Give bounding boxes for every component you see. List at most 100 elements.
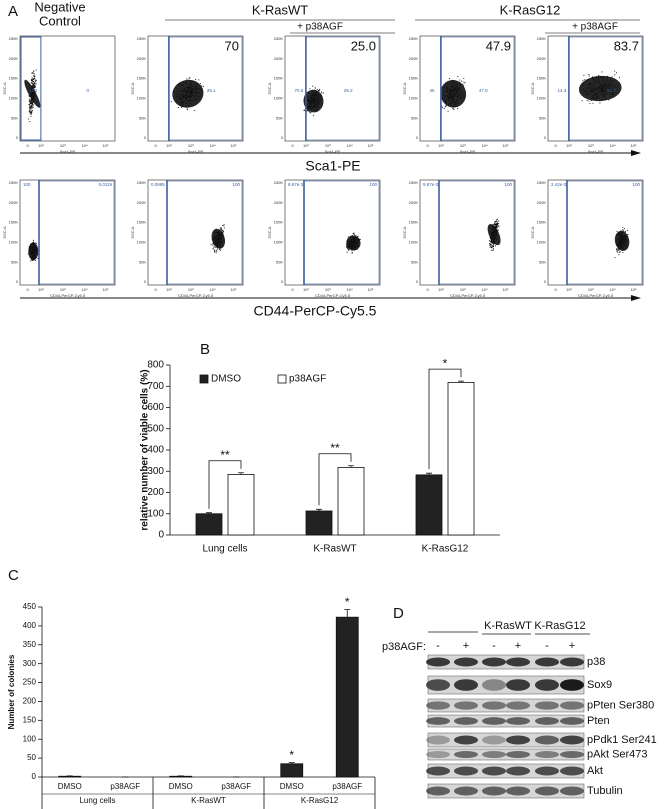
blot-band bbox=[482, 679, 506, 691]
blot-band bbox=[482, 787, 506, 796]
cytometry-dot bbox=[214, 251, 215, 252]
gate-percent: 70 bbox=[225, 38, 239, 53]
cytometry-dot bbox=[599, 102, 600, 103]
cytometry-dot bbox=[588, 101, 589, 102]
y-axis-label: SSC-A bbox=[130, 226, 135, 239]
blot-strip: Tubulin bbox=[426, 784, 623, 798]
gate-label: 0.0995 bbox=[151, 182, 165, 187]
cytometry-dot bbox=[321, 91, 322, 92]
cytometry-dot bbox=[493, 248, 494, 249]
cytometry-dot bbox=[321, 93, 322, 94]
blot-strip: Akt bbox=[426, 764, 603, 778]
blot-band bbox=[426, 658, 450, 667]
y-tick-label: 0 bbox=[16, 279, 19, 284]
cytometry-dot bbox=[353, 233, 354, 234]
blot-strip: p38 bbox=[426, 655, 605, 669]
y-tick-label: 450 bbox=[23, 602, 37, 611]
y-tick-label: 350 bbox=[23, 640, 37, 649]
bar bbox=[416, 475, 442, 535]
cytometry-dot bbox=[35, 80, 36, 81]
cytometry-dot bbox=[304, 110, 305, 111]
cytometry-dot bbox=[464, 82, 465, 83]
x-tick-label: DMSO bbox=[280, 782, 304, 791]
gate-label: 0.0119 bbox=[99, 182, 113, 187]
cytometry-dot bbox=[495, 221, 496, 222]
cytometry-dot bbox=[313, 115, 314, 116]
blot-band bbox=[426, 717, 450, 725]
y-axis-label: SSC-A bbox=[2, 226, 7, 239]
y-tick-label: 150K bbox=[9, 220, 19, 225]
cytometry-dot bbox=[323, 92, 324, 93]
x-tick-label: 10⁴ bbox=[347, 287, 353, 292]
cytometry-dot bbox=[35, 86, 36, 87]
cytometry-dot bbox=[33, 104, 34, 105]
x-tick-label: 10³ bbox=[60, 287, 66, 292]
cytometry-dot bbox=[348, 250, 349, 251]
gate-label: 100 bbox=[632, 182, 640, 187]
cytometry-dot bbox=[216, 252, 217, 253]
x-tick-label: 10³ bbox=[325, 143, 331, 148]
blot-band bbox=[506, 751, 530, 758]
y-axis-label: SSC-A bbox=[267, 226, 272, 239]
y-tick-label: 0 bbox=[32, 772, 37, 781]
x-tick-label: 0 bbox=[426, 287, 429, 292]
bar bbox=[59, 776, 81, 777]
x-tick-label: 10² bbox=[166, 287, 172, 292]
x-tick-label: 0 bbox=[154, 143, 157, 148]
cytometry-dot bbox=[614, 74, 615, 75]
blot-band bbox=[482, 717, 506, 725]
cytometry-dot bbox=[622, 252, 623, 253]
cytometry-dot bbox=[212, 244, 213, 245]
y-tick-label: 150K bbox=[409, 76, 419, 81]
y-tick-label: 100 bbox=[147, 508, 164, 519]
gate-label: 9.67e-3 bbox=[423, 182, 439, 187]
y-tick-label: 250K bbox=[409, 36, 419, 41]
cytometry-dot bbox=[625, 231, 626, 232]
cytometry-dot bbox=[346, 252, 347, 253]
y-tick-label: 50K bbox=[539, 115, 546, 120]
cytometry-dot bbox=[32, 107, 33, 108]
x-tick-label: Lung cells bbox=[202, 544, 247, 555]
blot-strip: Sox9 bbox=[426, 676, 612, 694]
y-tick-label: 200K bbox=[9, 200, 19, 205]
y-axis-label: SSC-A bbox=[402, 226, 407, 239]
cytometry-dot bbox=[29, 100, 30, 101]
cytometry-dot bbox=[33, 73, 34, 74]
blot-band bbox=[560, 717, 584, 725]
cytometry-dot bbox=[35, 260, 36, 261]
cytometry-dot bbox=[223, 231, 224, 232]
plot-frame bbox=[285, 180, 380, 285]
cytometry-dot bbox=[187, 109, 188, 110]
facs-plot: 250K200K150K100K50K0SSC-A010²10³10⁴10⁵Sc… bbox=[402, 36, 515, 154]
cytometry-dot bbox=[29, 111, 30, 112]
treatment-label: p38AGF: bbox=[382, 641, 426, 653]
cytometry-dot bbox=[171, 101, 172, 102]
blot-band bbox=[535, 679, 559, 691]
cytometry-dot bbox=[34, 83, 35, 84]
cytometry-dot bbox=[588, 74, 589, 75]
blot-band bbox=[426, 701, 450, 709]
x-tick-label: 10³ bbox=[188, 143, 194, 148]
x-tick-label: 10⁴ bbox=[610, 287, 616, 292]
y-tick-label: 250 bbox=[23, 678, 37, 687]
cytometry-dot bbox=[357, 236, 358, 237]
y-tick-label: 50 bbox=[27, 753, 36, 762]
significance-label: ** bbox=[330, 441, 340, 455]
x-tick-label: 0 bbox=[154, 287, 157, 292]
y-tick-label: 100K bbox=[537, 239, 547, 244]
y-tick-label: 100K bbox=[9, 239, 19, 244]
protein-label: Tubulin bbox=[587, 785, 623, 797]
x-axis-label: CD44-PerCP-Cy5.5 bbox=[178, 293, 214, 298]
cytometry-dot bbox=[200, 83, 201, 84]
y-tick-label: 150K bbox=[274, 220, 284, 225]
blot-band bbox=[454, 701, 478, 709]
cytometry-dot bbox=[498, 223, 499, 224]
x-axis-label: CD44-PerCP-Cy5.5 bbox=[50, 293, 86, 298]
y-tick-label: 100K bbox=[274, 239, 284, 244]
cytometry-dot bbox=[589, 75, 590, 76]
cytometry-dot bbox=[453, 109, 454, 110]
cytometry-dot bbox=[490, 241, 491, 242]
x-tick-label: 10⁵ bbox=[367, 287, 373, 292]
facs-plot: 250K200K150K100K50K0SSC-A010²10³10⁴10⁵CD… bbox=[402, 180, 515, 298]
x-tick-label: K-RasWT bbox=[313, 544, 356, 555]
